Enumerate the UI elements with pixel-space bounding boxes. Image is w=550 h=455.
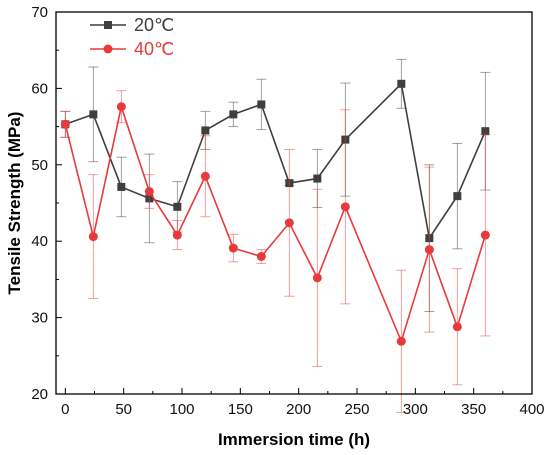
legend-marker bbox=[103, 44, 113, 54]
data-point bbox=[284, 218, 294, 228]
y-tick-label: 20 bbox=[31, 386, 48, 403]
legend-marker bbox=[104, 21, 112, 29]
x-tick-label: 400 bbox=[519, 401, 544, 418]
y-tick-label: 50 bbox=[31, 157, 48, 174]
data-point bbox=[89, 110, 98, 119]
x-tick-label: 150 bbox=[228, 401, 253, 418]
data-point bbox=[116, 102, 126, 112]
data-point bbox=[117, 182, 126, 191]
legend-label: 40℃ bbox=[134, 39, 174, 59]
data-point bbox=[201, 126, 210, 135]
plot-frame bbox=[55, 11, 533, 395]
y-axis-title: Tensile Strength (MPa) bbox=[5, 112, 24, 295]
y-tick-label: 60 bbox=[31, 80, 48, 97]
data-point bbox=[228, 243, 238, 253]
x-tick-label: 350 bbox=[461, 401, 486, 418]
series-0 bbox=[60, 58, 491, 312]
x-tick-label: 0 bbox=[61, 401, 69, 418]
y-tick-label: 70 bbox=[31, 4, 48, 21]
y-tick-label: 30 bbox=[31, 310, 48, 327]
axes: 0 50 100 150 200 250 300 350 400 20 30 40 50 60 70 bbox=[31, 4, 544, 418]
x-tick-label: 100 bbox=[169, 401, 194, 418]
data-point bbox=[257, 100, 266, 109]
data-point bbox=[480, 230, 490, 240]
data-point bbox=[424, 245, 434, 255]
y-tick-label: 40 bbox=[31, 233, 48, 250]
data-point bbox=[60, 119, 70, 129]
x-tick-label: 300 bbox=[403, 401, 428, 418]
x-axis-title: Immersion time (h) bbox=[218, 430, 370, 449]
data-point bbox=[256, 251, 266, 261]
data-point bbox=[313, 174, 322, 183]
data-point bbox=[452, 322, 462, 332]
legend: 20℃40℃ bbox=[90, 15, 174, 59]
data-point bbox=[88, 232, 98, 242]
data-point bbox=[172, 230, 182, 240]
legend-label: 20℃ bbox=[134, 15, 174, 35]
data-point bbox=[200, 171, 210, 181]
data-point bbox=[173, 202, 182, 211]
data-point bbox=[144, 187, 154, 197]
data-point bbox=[229, 110, 238, 119]
plot-area bbox=[60, 58, 491, 413]
data-point bbox=[340, 202, 350, 212]
x-tick-label: 250 bbox=[344, 401, 369, 418]
data-point bbox=[481, 127, 490, 136]
x-tick-label: 50 bbox=[115, 401, 132, 418]
series-line bbox=[65, 82, 487, 241]
data-point bbox=[312, 273, 322, 283]
x-tick-label: 200 bbox=[286, 401, 311, 418]
series-1 bbox=[60, 90, 491, 413]
data-point bbox=[396, 336, 406, 346]
data-point bbox=[397, 79, 406, 88]
data-point bbox=[453, 192, 462, 201]
